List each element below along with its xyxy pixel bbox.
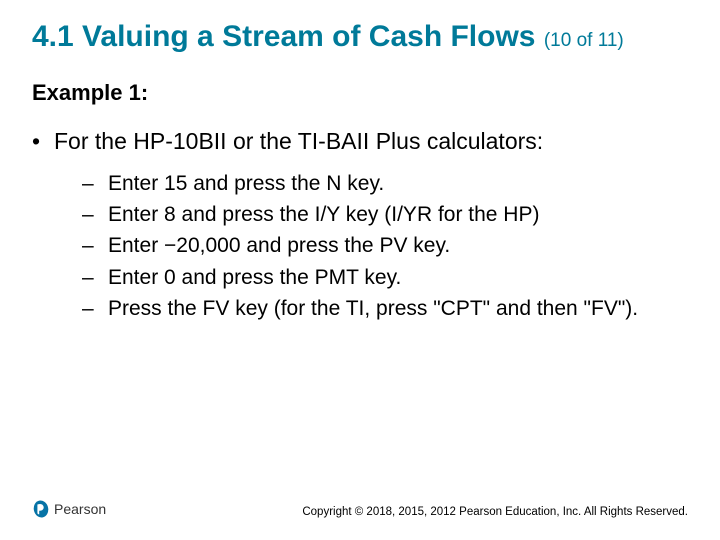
list-item-text: Enter 8 and press the I/Y key (I/YR for …	[108, 200, 688, 229]
list-item: – Enter 8 and press the I/Y key (I/YR fo…	[82, 200, 688, 229]
list-item-text: Enter 0 and press the PMT key.	[108, 263, 688, 292]
dash-icon: –	[82, 294, 108, 323]
title-main: 4.1 Valuing a Stream of Cash Flows	[32, 20, 535, 53]
list-item: – Enter 15 and press the N key.	[82, 169, 688, 198]
dash-icon: –	[82, 200, 108, 229]
list-item: – Press the FV key (for the TI, press "C…	[82, 294, 688, 323]
sub-bullet-list: – Enter 15 and press the N key. – Enter …	[82, 169, 688, 324]
main-bullet: • For the HP-10BII or the TI-BAII Plus c…	[32, 128, 688, 155]
list-item: – Enter 0 and press the PMT key.	[82, 263, 688, 292]
example-label: Example 1:	[32, 80, 688, 106]
list-item-text: Press the FV key (for the TI, press "CPT…	[108, 294, 688, 323]
list-item-text: Enter 15 and press the N key.	[108, 169, 688, 198]
copyright-text: Copyright © 2018, 2015, 2012 Pearson Edu…	[302, 506, 688, 518]
dash-icon: –	[82, 169, 108, 198]
slide: 4.1 Valuing a Stream of Cash Flows (10 o…	[0, 0, 720, 540]
list-item-text: Enter −20,000 and press the PV key.	[108, 231, 688, 260]
dash-icon: –	[82, 231, 108, 260]
bullet-marker: •	[32, 128, 54, 155]
title-sub: (10 of 11)	[544, 30, 624, 51]
logo-text: Pearson	[54, 501, 106, 517]
pearson-logo: Pearson	[32, 500, 106, 518]
footer: Pearson Copyright © 2018, 2015, 2012 Pea…	[0, 500, 720, 518]
bullet-text: For the HP-10BII or the TI-BAII Plus cal…	[54, 128, 543, 155]
slide-title: 4.1 Valuing a Stream of Cash Flows (10 o…	[32, 18, 688, 56]
pearson-logo-icon	[32, 500, 50, 518]
list-item: – Enter −20,000 and press the PV key.	[82, 231, 688, 260]
dash-icon: –	[82, 263, 108, 292]
